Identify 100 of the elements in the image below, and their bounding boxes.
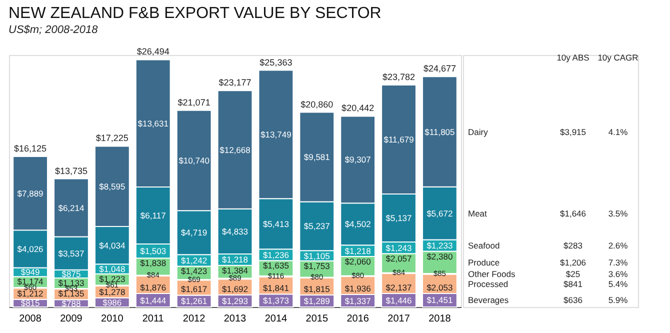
total-label: $24,677 [423,64,456,74]
data-label: $2,137 [386,282,412,293]
data-label: $2,053 [426,282,453,292]
data-label: $1,293 [222,296,248,306]
data-label: $4,719 [181,228,208,238]
text: 7.3% [608,257,628,268]
data-label: $1,373 [262,296,290,306]
chart-subtitle: US$m; 2008-2018 [8,24,99,36]
data-label: $1,617 [181,284,208,294]
data-label: $1,446 [386,295,412,306]
total-label: $20,442 [342,103,374,114]
data-label: $1,048 [99,264,126,274]
data-label: $1,289 [304,296,330,306]
text: 10y ABS [556,52,590,63]
x-tick-label: 2010 [101,314,124,324]
total-label: $17,225 [96,133,128,144]
data-label: $11,679 [384,134,414,145]
data-label: $9,581 [304,152,330,162]
data-label: $1,838 [140,258,166,268]
text: 5.9% [608,295,628,306]
x-tick-label: 2012 [182,314,206,324]
data-label: $1,503 [140,246,166,256]
text: $283 [564,240,583,251]
x-tick-label: 2016 [346,314,370,324]
data-label: $1,451 [426,295,453,306]
total-label: $26,494 [136,46,170,57]
series-label: Produce [468,257,500,268]
data-label: $3,537 [58,248,85,258]
total-label: $25,363 [260,57,292,68]
data-label: $1,337 [344,296,372,306]
data-label: $1,261 [181,296,208,306]
series-label: Other Foods [468,268,516,279]
data-label: $7,889 [17,188,44,198]
data-label: $1,242 [181,255,208,266]
x-tick-label: 2009 [60,314,83,324]
data-label: $1,635 [262,260,290,271]
data-label: $1,223 [99,274,126,284]
data-label: $1,423 [181,266,208,276]
data-label: $5,237 [304,221,330,232]
total-label: $13,735 [54,166,88,176]
text: $1,646 [560,208,586,218]
data-label: $1,753 [304,260,330,271]
x-tick-label: 2018 [428,314,452,324]
text: $841 [564,278,583,289]
data-label: $5,137 [386,213,412,223]
data-label: $1,218 [344,246,372,256]
text: 4.1% [608,126,628,137]
data-label: $1,233 [426,240,453,251]
total-label: $20,860 [300,99,334,110]
total-label: $21,071 [178,97,210,108]
data-label: $13,631 [138,118,169,128]
text: $3,915 [560,126,586,137]
series-label: Beverages [468,295,509,306]
data-label: $875 [62,268,81,279]
text: $25 [566,268,580,279]
series-label: Seafood [468,240,500,251]
data-label: $6,214 [58,202,85,213]
data-label: $4,502 [344,219,372,230]
data-label: $6,117 [140,210,166,220]
text: 10y CAGR [598,52,638,63]
data-label: $986 [102,297,122,308]
data-label: $1,876 [140,282,166,293]
x-tick-label: 2008 [19,314,42,324]
data-label: $9,307 [344,154,372,165]
text: $1,206 [560,257,586,268]
data-label: $1,133 [58,278,85,288]
data-label: $5,413 [262,218,290,229]
data-label: $2,057 [386,254,412,264]
chart-title: NEW ZEALAND F&B EXPORT VALUE BY SECTOR [8,5,382,22]
data-label: $4,026 [17,244,44,254]
data-label: $1,174 [17,276,44,287]
total-label: $23,782 [382,72,416,82]
data-label: $949 [20,267,40,278]
total-label: $23,177 [218,78,252,88]
data-label: $13,749 [260,129,292,140]
x-tick-label: 2015 [306,314,328,324]
data-label: $815 [20,298,40,308]
data-label: $1,278 [99,286,126,297]
series-label: Processed [468,278,508,289]
x-tick-label: 2011 [142,314,164,324]
data-label: $1,236 [262,250,290,260]
data-label: $11,805 [424,126,456,137]
text: 5.4% [608,278,628,289]
data-label: $1,243 [386,242,412,253]
data-label: $1,936 [344,284,372,294]
data-label: $8,595 [99,181,126,192]
data-label: $1,815 [304,284,330,294]
data-label: $4,034 [99,240,126,250]
data-label: $10,740 [178,155,210,166]
series-label: Meat [468,208,488,218]
x-tick-label: 2017 [388,314,410,324]
data-label: $12,668 [220,144,251,155]
text: 3.6% [608,268,628,279]
data-label: $1,692 [222,284,248,294]
data-label: $1,444 [140,295,166,306]
data-label: $2,060 [344,256,372,266]
x-tick-label: 2014 [264,314,288,324]
data-label: $788 [62,298,81,308]
data-label: $5,672 [426,208,453,218]
text: 2.6% [608,240,628,251]
